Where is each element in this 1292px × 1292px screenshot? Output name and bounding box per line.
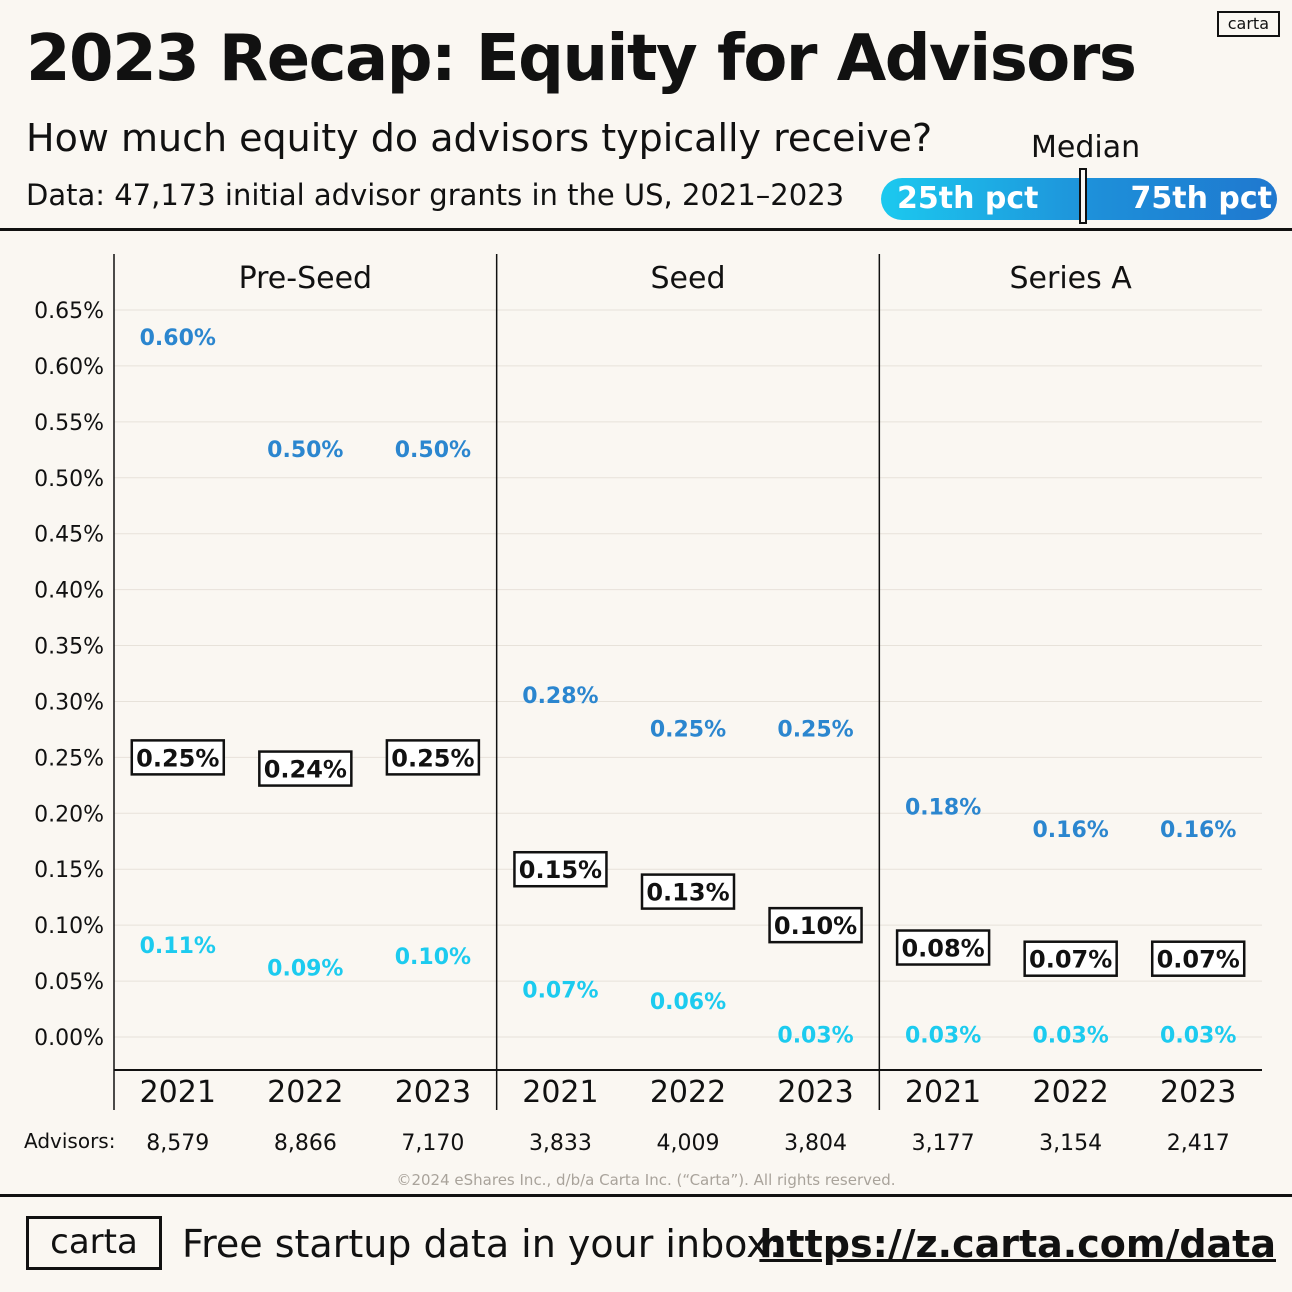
p75-label: 0.50% <box>267 438 343 463</box>
p75-label: 0.60% <box>140 326 216 351</box>
p75-label: 0.16% <box>1160 818 1236 843</box>
y-tick-label: 0.05% <box>34 970 104 995</box>
legend-75th-label: 75th pct <box>1130 181 1273 216</box>
p25-label: 0.11% <box>140 934 216 959</box>
p75-label: 0.25% <box>777 717 853 742</box>
x-tick-year: 2022 <box>267 1075 343 1110</box>
advisors-count: 7,170 <box>401 1131 464 1156</box>
copyright-note: ©2024 eShares Inc., d/b/a Carta Inc. (“C… <box>396 1171 896 1189</box>
advisors-count: 8,866 <box>274 1131 337 1156</box>
x-tick-year: 2023 <box>395 1075 471 1110</box>
footer-carta-logo: carta <box>26 1216 162 1270</box>
p25-label: 0.03% <box>777 1023 853 1048</box>
x-tick-year: 2021 <box>905 1075 981 1110</box>
median-label: 0.24% <box>264 756 347 784</box>
y-tick-label: 0.15% <box>34 858 104 883</box>
advisors-count: 8,579 <box>146 1131 209 1156</box>
advisors-count: 4,009 <box>657 1131 720 1156</box>
y-tick-label: 0.10% <box>34 914 104 939</box>
p25-label: 0.10% <box>395 945 471 970</box>
panel-title: Series A <box>1010 261 1133 296</box>
median-box <box>130 739 226 776</box>
x-tick-year: 2022 <box>1032 1075 1108 1110</box>
median-label: 0.13% <box>646 879 729 907</box>
x-tick-year: 2022 <box>650 1075 726 1110</box>
y-tick-label: 0.40% <box>34 579 104 604</box>
advisors-row-label: Advisors: <box>24 1129 115 1153</box>
advisors-count: 3,154 <box>1039 1131 1102 1156</box>
y-tick-label: 0.50% <box>34 467 104 492</box>
y-tick-label: 0.20% <box>34 802 104 827</box>
y-tick-label: 0.30% <box>34 690 104 715</box>
advisors-count: 3,177 <box>912 1131 975 1156</box>
median-box <box>258 750 353 787</box>
y-tick-label: 0.25% <box>34 746 104 771</box>
y-tick-label: 0.00% <box>34 1026 104 1051</box>
panel-title: Seed <box>651 261 726 296</box>
p25-label: 0.03% <box>905 1023 981 1048</box>
x-tick-year: 2021 <box>140 1075 216 1110</box>
median-box <box>768 906 863 944</box>
footer-cta-text: Free startup data in your inbox: <box>182 1222 782 1266</box>
p75-label: 0.50% <box>395 438 471 463</box>
p25-label: 0.03% <box>1033 1023 1109 1048</box>
p75-label: 0.28% <box>522 684 598 709</box>
y-tick-label: 0.55% <box>34 411 104 436</box>
y-tick-label: 0.60% <box>34 355 104 380</box>
median-box <box>895 929 991 966</box>
p25-label: 0.06% <box>650 990 726 1015</box>
y-tick-label: 0.35% <box>34 635 104 660</box>
p25-label: 0.09% <box>267 956 343 981</box>
median-box <box>640 873 736 910</box>
footer-data-link[interactable]: https://z.carta.com/data <box>759 1222 1276 1266</box>
advisors-count: 3,833 <box>529 1131 592 1156</box>
median-label: 0.10% <box>774 912 857 940</box>
median-label: 0.15% <box>519 856 602 884</box>
x-tick-year: 2023 <box>1160 1075 1236 1110</box>
y-tick-label: 0.45% <box>34 523 104 548</box>
median-box <box>1023 940 1118 977</box>
median-box <box>513 850 608 888</box>
median-box <box>385 739 481 776</box>
median-label: 0.25% <box>136 744 219 772</box>
y-tick-label: 0.65% <box>34 299 104 324</box>
data-source-note: Data: 47,173 initial advisor grants in t… <box>26 178 845 212</box>
legend-median-marker <box>1079 168 1087 224</box>
panel-title: Pre-Seed <box>239 261 373 296</box>
median-label: 0.07% <box>1029 946 1112 974</box>
legend-median-label: Median <box>1031 130 1141 165</box>
median-label: 0.07% <box>1157 946 1240 974</box>
x-tick-year: 2021 <box>522 1075 598 1110</box>
page-title: 2023 Recap: Equity for Advisors <box>26 22 1137 96</box>
legend-25th-label: 25th pct <box>897 181 1039 216</box>
p75-label: 0.16% <box>1033 818 1109 843</box>
p75-label: 0.25% <box>650 717 726 742</box>
header-divider <box>0 228 1292 231</box>
median-box <box>1150 940 1246 977</box>
carta-logo-small: carta <box>1216 11 1280 37</box>
page-subtitle: How much equity do advisors typically re… <box>26 116 933 160</box>
p75-label: 0.18% <box>905 796 981 821</box>
median-label: 0.08% <box>901 935 984 963</box>
advisor-equity-chart: 0.00% 0.05% 0.10% 0.15% 0.20% 0.25% 0.30% 0.35%… <box>24 254 1262 1156</box>
x-tick-year: 2023 <box>777 1075 853 1110</box>
median-label: 0.25% <box>391 744 474 772</box>
advisors-count: 3,804 <box>784 1131 847 1156</box>
p25-label: 0.03% <box>1160 1023 1236 1048</box>
p25-label: 0.07% <box>522 979 598 1004</box>
footer-divider <box>0 1194 1292 1197</box>
advisors-count: 2,417 <box>1167 1131 1230 1156</box>
